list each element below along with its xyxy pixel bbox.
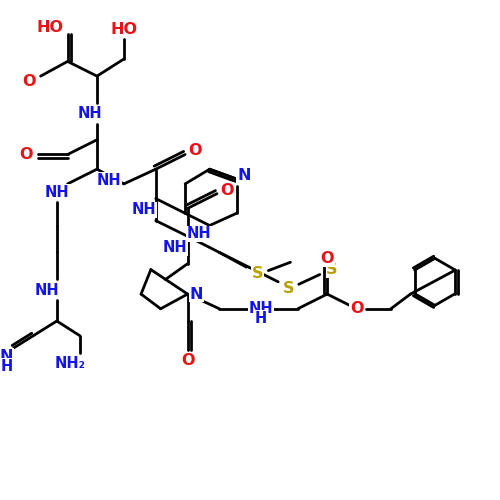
Text: NH₂: NH₂	[54, 356, 86, 371]
Text: O: O	[19, 147, 32, 162]
Text: O: O	[320, 252, 334, 266]
Text: N: N	[237, 168, 250, 183]
Text: S: S	[326, 262, 338, 277]
Text: NH: NH	[163, 240, 188, 255]
Text: NH: NH	[186, 226, 211, 242]
Text: NH: NH	[131, 202, 156, 218]
Text: HO: HO	[37, 20, 64, 34]
Text: NH: NH	[78, 106, 102, 122]
Text: NH: NH	[97, 173, 122, 188]
Text: NH: NH	[248, 302, 274, 316]
Text: O: O	[181, 352, 194, 368]
Text: N: N	[0, 350, 13, 364]
Text: O: O	[350, 302, 364, 316]
Text: NH: NH	[44, 184, 69, 200]
Text: S: S	[252, 266, 264, 281]
Text: O: O	[220, 182, 234, 198]
Text: N: N	[190, 286, 203, 302]
Text: NH: NH	[34, 282, 59, 298]
Text: HO: HO	[110, 22, 138, 37]
Text: O: O	[22, 74, 36, 90]
Text: O: O	[188, 143, 202, 158]
Text: S: S	[283, 280, 294, 295]
Text: H: H	[0, 359, 12, 374]
Text: H: H	[255, 311, 267, 326]
